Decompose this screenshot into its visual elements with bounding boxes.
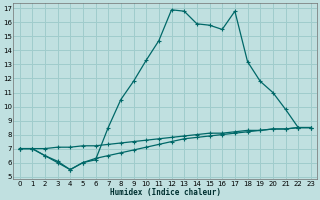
X-axis label: Humidex (Indice chaleur): Humidex (Indice chaleur) xyxy=(110,188,221,197)
